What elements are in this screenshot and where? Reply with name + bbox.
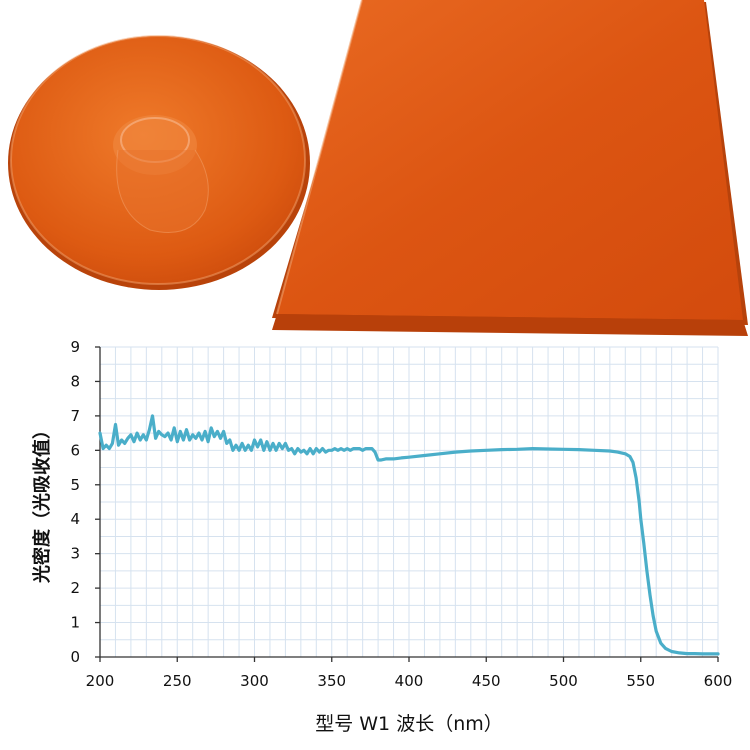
x-axis-title: 型号 W1 波长（nm） — [315, 713, 503, 735]
y-tick-label: 4 — [70, 510, 80, 528]
x-tick-label: 550 — [626, 672, 655, 690]
rectangular-filter-plate — [272, 0, 748, 336]
absorbance-series-line — [98, 414, 720, 656]
absorbance-chart: 200 250 300 350 400 450 500 550 600 0 1 2 3 4 5 6 7 8 9 型号… — [31, 338, 732, 735]
x-tick-label: 600 — [704, 672, 733, 690]
round-filter-disc — [8, 35, 310, 290]
y-axis-title: 光密度（光吸收值） — [31, 421, 53, 584]
product-photos — [8, 0, 748, 336]
x-tick-label: 450 — [472, 672, 501, 690]
y-tick-label: 6 — [70, 441, 80, 459]
chart-tick-labels: 200 250 300 350 400 450 500 550 600 0 1 2 3 4 5 6 7 8 9 — [70, 338, 732, 690]
y-tick-label: 2 — [70, 579, 80, 597]
x-tick-label: 500 — [549, 672, 578, 690]
y-tick-label: 7 — [70, 407, 80, 425]
x-tick-label: 400 — [395, 672, 424, 690]
y-tick-label: 3 — [70, 545, 80, 563]
y-tick-label: 5 — [70, 476, 80, 494]
chart-axes — [95, 346, 719, 662]
x-tick-label: 250 — [163, 672, 192, 690]
y-tick-label: 8 — [70, 372, 80, 390]
y-tick-label: 9 — [70, 338, 80, 356]
x-tick-label: 200 — [86, 672, 115, 690]
x-tick-label: 300 — [240, 672, 269, 690]
y-tick-label: 0 — [70, 648, 80, 666]
y-tick-label: 1 — [70, 614, 80, 632]
chart-grid — [99, 346, 719, 658]
x-tick-label: 350 — [317, 672, 346, 690]
